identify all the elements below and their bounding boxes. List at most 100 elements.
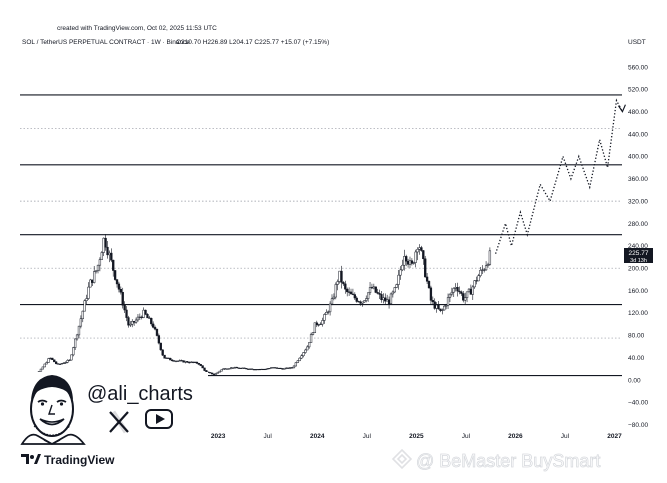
candle-body bbox=[342, 282, 345, 285]
candle-body bbox=[85, 298, 88, 301]
candle-body bbox=[408, 260, 412, 265]
candle-body bbox=[186, 361, 189, 363]
y-tick-label: 360.00 bbox=[628, 176, 648, 183]
candle-body bbox=[458, 290, 461, 293]
candle-body bbox=[94, 270, 98, 272]
candle-body bbox=[346, 288, 349, 293]
candle-body bbox=[66, 360, 69, 363]
candle-body bbox=[161, 349, 164, 356]
candle-body bbox=[222, 368, 225, 370]
candle-body bbox=[357, 301, 360, 303]
candle-body bbox=[425, 276, 429, 282]
tradingview-wordmark: TradingView bbox=[44, 453, 115, 467]
candle-body bbox=[277, 367, 280, 370]
candle-body bbox=[239, 367, 242, 369]
candle-body bbox=[115, 279, 119, 285]
candle-body bbox=[321, 320, 324, 325]
candle-body bbox=[98, 259, 102, 266]
candle-body bbox=[70, 354, 73, 361]
candle-body bbox=[380, 294, 383, 301]
candle-body bbox=[171, 359, 174, 361]
candle-body bbox=[269, 367, 273, 369]
x-tick-label: 2023 bbox=[211, 433, 226, 440]
candle-body bbox=[444, 305, 448, 307]
candle-body bbox=[317, 324, 320, 326]
candle-body bbox=[125, 309, 128, 318]
candle-body bbox=[311, 332, 315, 335]
candle-body bbox=[294, 362, 297, 367]
candle-body bbox=[136, 316, 140, 321]
candle-body bbox=[75, 334, 79, 340]
candle-body bbox=[328, 303, 332, 313]
candle-body bbox=[361, 301, 364, 304]
candle-body bbox=[134, 319, 138, 323]
candle-body bbox=[349, 291, 353, 295]
candle-body bbox=[214, 372, 218, 375]
candle-body bbox=[437, 304, 440, 310]
candle-body bbox=[399, 269, 402, 276]
candle-body bbox=[287, 367, 290, 369]
candle-body bbox=[334, 284, 337, 298]
candle-body bbox=[483, 269, 486, 271]
candle-body bbox=[140, 316, 143, 318]
candle-body bbox=[203, 367, 206, 371]
candle-body bbox=[471, 286, 474, 295]
candle-body bbox=[178, 360, 181, 362]
candle-body bbox=[113, 270, 117, 280]
author-handle: @ali_charts bbox=[87, 383, 193, 405]
candle-body bbox=[195, 361, 199, 364]
candle-body bbox=[174, 360, 178, 362]
candle-body bbox=[446, 297, 450, 306]
candle-body bbox=[368, 287, 372, 294]
branding-overlay: @ali_charts bbox=[18, 372, 208, 446]
candle-body bbox=[247, 368, 250, 370]
candle-body bbox=[138, 316, 142, 318]
candle-body bbox=[58, 363, 62, 365]
candle-body bbox=[300, 355, 303, 359]
candle-body bbox=[83, 300, 86, 312]
candle-body bbox=[199, 364, 202, 366]
candle-body bbox=[416, 248, 419, 253]
candle-body bbox=[285, 367, 288, 369]
candle-body bbox=[271, 367, 275, 369]
candle-body bbox=[340, 270, 343, 283]
candle-body bbox=[201, 365, 204, 369]
candle-body bbox=[81, 310, 84, 319]
candle-body bbox=[224, 368, 227, 370]
candle-body bbox=[190, 361, 193, 364]
candle-body bbox=[235, 367, 239, 369]
candle-body bbox=[150, 317, 153, 325]
candle-body bbox=[313, 322, 317, 333]
candle-body bbox=[405, 256, 408, 262]
candle-body bbox=[327, 311, 330, 313]
candle-body bbox=[146, 314, 149, 319]
y-tick-label: 480.00 bbox=[628, 109, 648, 116]
candle-body bbox=[100, 252, 103, 260]
candle-body bbox=[386, 299, 389, 302]
candle-body bbox=[41, 366, 44, 370]
x-logo-icon[interactable] bbox=[109, 410, 129, 434]
youtube-icon[interactable] bbox=[145, 409, 173, 429]
candle-body bbox=[241, 367, 244, 369]
candle-body bbox=[439, 308, 442, 311]
candle-body bbox=[422, 250, 425, 260]
candle-body bbox=[165, 357, 168, 359]
candle-body bbox=[157, 335, 161, 344]
x-tick-label: Jul bbox=[363, 433, 372, 440]
candlestick-series bbox=[18, 234, 492, 381]
candle-body bbox=[220, 369, 223, 372]
watermark: @ BeMaster BuySmart bbox=[391, 448, 601, 471]
candle-body bbox=[308, 342, 311, 348]
candle-body bbox=[452, 288, 455, 293]
candle-body bbox=[420, 247, 423, 251]
candle-body bbox=[106, 246, 109, 256]
y-tick-label: −80.00 bbox=[628, 422, 648, 429]
y-tick-label: 320.00 bbox=[628, 198, 648, 205]
candle-body bbox=[119, 289, 122, 293]
projection-line bbox=[494, 98, 621, 254]
tradingview-logo: TradingView bbox=[21, 453, 115, 467]
candle-body bbox=[443, 305, 446, 311]
candle-body bbox=[353, 294, 356, 299]
candle-body bbox=[273, 367, 277, 369]
candle-body bbox=[237, 367, 240, 369]
